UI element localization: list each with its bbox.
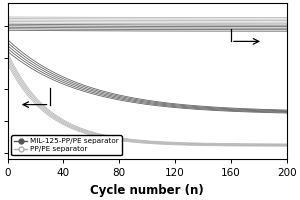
Legend: MIL-125-PP/PE separator, PP/PE separator: MIL-125-PP/PE separator, PP/PE separator xyxy=(11,135,122,155)
X-axis label: Cycle number (n): Cycle number (n) xyxy=(90,184,204,197)
